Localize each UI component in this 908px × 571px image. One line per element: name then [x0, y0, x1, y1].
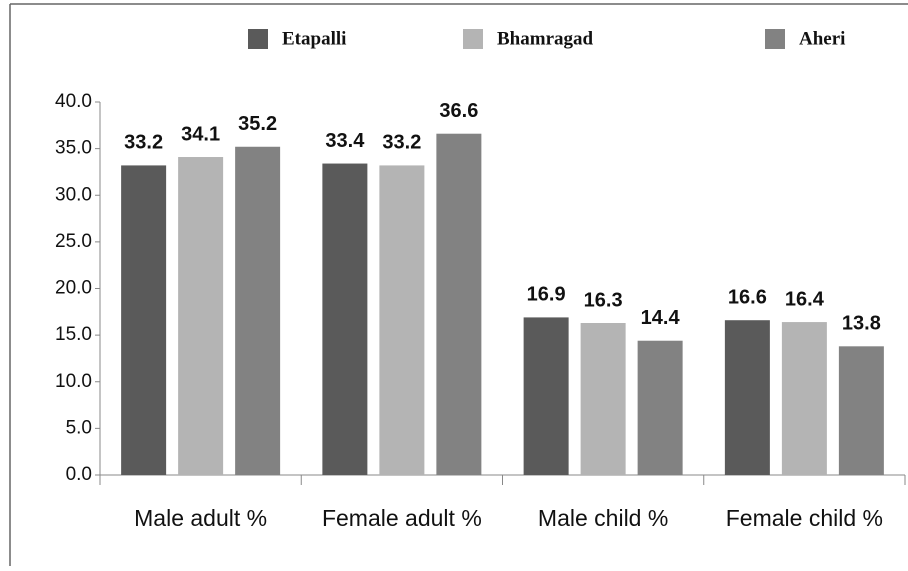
- value-label: 13.8: [842, 313, 881, 335]
- bar: [322, 163, 368, 476]
- bar: [724, 320, 770, 475]
- legend-swatch: [765, 29, 785, 49]
- y-tick-label: 30.0: [55, 184, 92, 205]
- bar: [781, 322, 827, 475]
- y-tick-label: 20.0: [55, 278, 92, 299]
- y-tick-label: 25.0: [55, 231, 92, 252]
- y-tick-label: 10.0: [55, 371, 92, 392]
- x-tick-label: Female adult %: [322, 505, 482, 531]
- bar: [121, 165, 167, 475]
- bar: [637, 340, 683, 475]
- legend-label: Aheri: [799, 28, 845, 49]
- value-label: 16.9: [527, 284, 566, 306]
- value-label: 35.2: [238, 113, 277, 135]
- legend-swatch: [248, 29, 268, 49]
- bar: [523, 317, 569, 475]
- legend-label: Bhamragad: [497, 28, 594, 49]
- bar: [379, 165, 425, 475]
- value-label: 14.4: [641, 307, 681, 329]
- value-label: 34.1: [181, 123, 220, 145]
- value-label: 16.3: [584, 289, 623, 311]
- legend-label: Etapalli: [282, 28, 346, 49]
- bar: [235, 146, 281, 475]
- value-label: 33.2: [124, 132, 163, 154]
- y-tick-label: 35.0: [55, 138, 92, 159]
- bar: [580, 323, 626, 475]
- bar: [436, 133, 482, 475]
- x-tick-label: Female child %: [726, 505, 883, 531]
- value-label: 33.4: [325, 130, 365, 152]
- y-tick-label: 40.0: [55, 91, 92, 112]
- legend-swatch: [463, 29, 483, 49]
- value-label: 36.6: [439, 100, 478, 122]
- bar: [838, 346, 884, 475]
- y-tick-label: 5.0: [66, 417, 92, 438]
- value-label: 16.6: [728, 286, 767, 308]
- value-label: 16.4: [785, 288, 825, 310]
- y-tick-label: 0.0: [66, 464, 92, 485]
- x-tick-label: Male child %: [538, 505, 668, 531]
- y-tick-label: 15.0: [55, 324, 92, 345]
- x-tick-label: Male adult %: [134, 505, 267, 531]
- value-label: 33.2: [382, 132, 421, 154]
- bar: [178, 157, 224, 475]
